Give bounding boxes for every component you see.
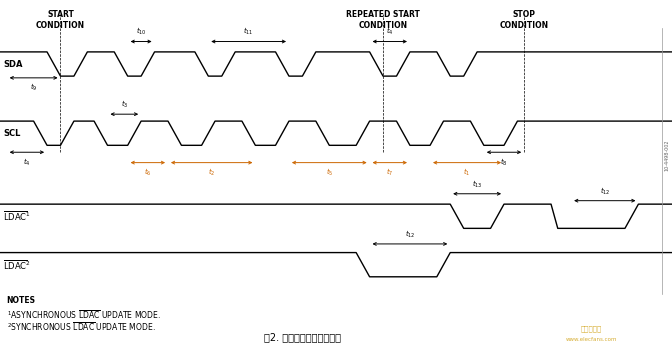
- Text: $t_{12}$: $t_{12}$: [599, 185, 610, 197]
- Text: $t_2$: $t_2$: [208, 167, 215, 178]
- Text: 图2. 双线式串行接口时序图: 图2. 双线式串行接口时序图: [264, 332, 341, 342]
- Text: STOP
CONDITION: STOP CONDITION: [499, 10, 549, 30]
- Text: $t_{13}$: $t_{13}$: [472, 179, 482, 190]
- Text: $t_5$: $t_5$: [325, 167, 333, 178]
- Text: SDA: SDA: [3, 60, 23, 69]
- Text: www.elecfans.com: www.elecfans.com: [566, 337, 617, 342]
- Text: START
CONDITION: START CONDITION: [36, 10, 85, 30]
- Text: $t_4$: $t_4$: [23, 156, 31, 167]
- Text: $t_{10}$: $t_{10}$: [136, 26, 146, 37]
- Text: 10-4498-002: 10-4498-002: [665, 140, 670, 172]
- Text: $t_{11}$: $t_{11}$: [243, 26, 254, 37]
- Text: $t_6$: $t_6$: [144, 167, 152, 178]
- Text: SCL: SCL: [3, 129, 21, 138]
- Text: $\overline{\mathrm{LDAC}}^1$: $\overline{\mathrm{LDAC}}^1$: [3, 209, 32, 223]
- Text: REPEATED START
CONDITION: REPEATED START CONDITION: [346, 10, 420, 30]
- Text: $t_1$: $t_1$: [464, 167, 470, 178]
- Text: $t_4$: $t_4$: [386, 26, 394, 37]
- Text: $t_{12}$: $t_{12}$: [405, 229, 415, 240]
- Text: $t_8$: $t_8$: [500, 156, 508, 167]
- Text: NOTES: NOTES: [7, 296, 36, 305]
- Text: $^1$ASYNCHRONOUS $\overline{\mathrm{LDAC}}$ UPDATE MODE.: $^1$ASYNCHRONOUS $\overline{\mathrm{LDAC…: [7, 308, 161, 321]
- Text: $t_3$: $t_3$: [120, 99, 128, 110]
- Text: $t_9$: $t_9$: [30, 82, 38, 93]
- Text: $^2$SYNCHRONOUS $\overline{\mathrm{LDAC}}$ UPDATE MODE.: $^2$SYNCHRONOUS $\overline{\mathrm{LDAC}…: [7, 320, 155, 333]
- Text: $\overline{\mathrm{LDAC}}^2$: $\overline{\mathrm{LDAC}}^2$: [3, 258, 32, 272]
- Text: $t_7$: $t_7$: [386, 167, 393, 178]
- Text: 电子发烧友: 电子发烧友: [581, 325, 602, 332]
